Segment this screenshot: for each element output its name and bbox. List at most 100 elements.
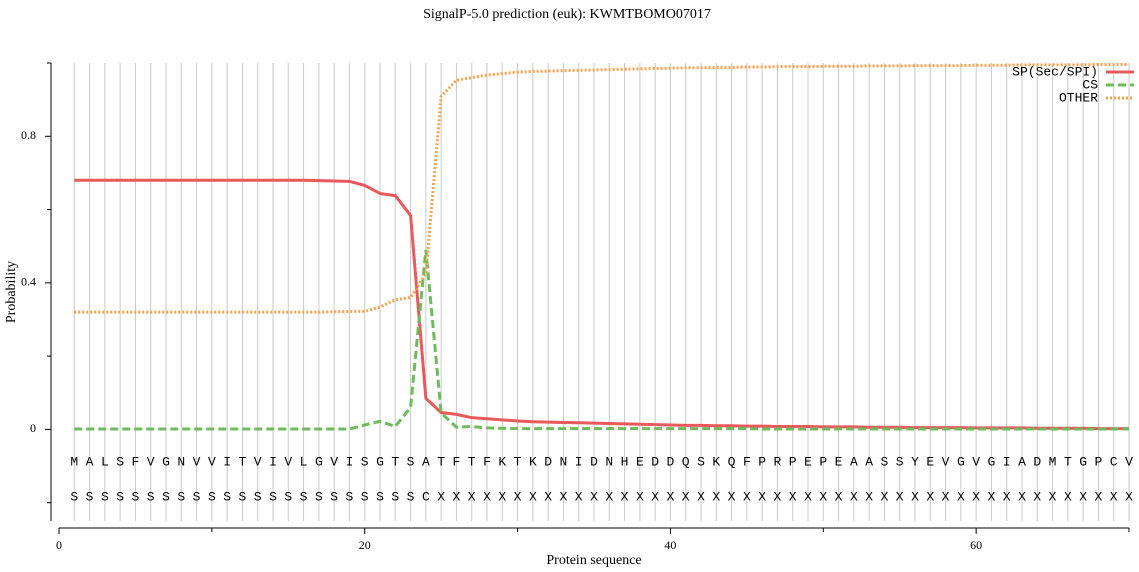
- residue-label: X: [514, 489, 522, 504]
- residue: T: [391, 454, 399, 469]
- residue-label: X: [911, 489, 919, 504]
- residue-label: S: [177, 489, 185, 504]
- residue: T: [437, 454, 445, 469]
- residue: N: [560, 454, 568, 469]
- residue-label: S: [330, 489, 338, 504]
- residue: V: [208, 454, 216, 469]
- residue-label: X: [682, 489, 690, 504]
- residue: E: [804, 454, 812, 469]
- residue-label: X: [743, 489, 751, 504]
- residue-label: X: [437, 489, 445, 504]
- residue-label: X: [896, 489, 904, 504]
- legend-label: OTHER: [1059, 90, 1098, 105]
- residue: F: [453, 454, 461, 469]
- residue: R: [774, 454, 782, 469]
- residue: V: [284, 454, 292, 469]
- residue: V: [1125, 454, 1133, 469]
- residue-label: X: [926, 489, 934, 504]
- residue-label: X: [667, 489, 675, 504]
- residue: V: [254, 454, 262, 469]
- residue-label: S: [70, 489, 78, 504]
- residue-label: X: [972, 489, 980, 504]
- legend-label: CS: [1082, 77, 1098, 92]
- residue-label: X: [1095, 489, 1103, 504]
- residue: H: [621, 454, 629, 469]
- residue-label: X: [988, 489, 996, 504]
- residue: K: [712, 454, 720, 469]
- chart-title: SignalP-5.0 prediction (euk): KWMTBOMO07…: [423, 7, 711, 22]
- residue: P: [819, 454, 827, 469]
- residue-label: X: [881, 489, 889, 504]
- residue: C: [1110, 454, 1118, 469]
- residue: G: [988, 454, 996, 469]
- residue: I: [223, 454, 231, 469]
- residue-label: X: [1064, 489, 1072, 504]
- y-tick-label: 0.8: [21, 128, 36, 142]
- residue: N: [177, 454, 185, 469]
- residue-label: X: [575, 489, 583, 504]
- residue: T: [1064, 454, 1072, 469]
- residue-label: C: [422, 489, 430, 504]
- x-tick-label: 20: [359, 538, 371, 552]
- residue-label: S: [223, 489, 231, 504]
- residue: N: [605, 454, 613, 469]
- residue: S: [361, 454, 369, 469]
- residue-label: X: [697, 489, 705, 504]
- x-tick-label: 40: [664, 538, 676, 552]
- residue: D: [544, 454, 552, 469]
- residue: A: [850, 454, 858, 469]
- residue-label: S: [346, 489, 354, 504]
- residue-label: S: [361, 489, 369, 504]
- residue-label: X: [819, 489, 827, 504]
- residue: I: [1003, 454, 1011, 469]
- residue: S: [116, 454, 124, 469]
- residue-label: X: [1003, 489, 1011, 504]
- residue: P: [1095, 454, 1103, 469]
- residue-label: X: [529, 489, 537, 504]
- residue-label: X: [498, 489, 506, 504]
- residue: S: [896, 454, 904, 469]
- residue-label: X: [1110, 489, 1118, 504]
- residue: V: [193, 454, 201, 469]
- residue-label: S: [132, 489, 140, 504]
- residue: F: [743, 454, 751, 469]
- residue-label: X: [728, 489, 736, 504]
- residue-label: S: [193, 489, 201, 504]
- residue: V: [942, 454, 950, 469]
- residue-label: S: [269, 489, 277, 504]
- residue: I: [269, 454, 277, 469]
- residue-label: X: [1125, 489, 1133, 504]
- residue-label: X: [560, 489, 568, 504]
- residue: T: [239, 454, 247, 469]
- residue-label: X: [590, 489, 598, 504]
- residue-label: S: [86, 489, 94, 504]
- residue: M: [1049, 454, 1057, 469]
- residue-label: S: [162, 489, 170, 504]
- residue-label: X: [758, 489, 766, 504]
- residue: V: [330, 454, 338, 469]
- residue: D: [1033, 454, 1041, 469]
- residue-label: X: [1049, 489, 1057, 504]
- residue: A: [865, 454, 873, 469]
- residue: Q: [682, 454, 690, 469]
- residue-label: S: [116, 489, 124, 504]
- residue-label: S: [208, 489, 216, 504]
- residue: A: [86, 454, 94, 469]
- residue: E: [636, 454, 644, 469]
- residue-label: X: [712, 489, 720, 504]
- residue-label: X: [483, 489, 491, 504]
- x-axis-label: Protein sequence: [546, 553, 641, 568]
- x-tick-label: 0: [56, 538, 62, 552]
- residue: D: [651, 454, 659, 469]
- residue: T: [514, 454, 522, 469]
- residue: I: [346, 454, 354, 469]
- residue: I: [575, 454, 583, 469]
- residue: S: [697, 454, 705, 469]
- residue: E: [835, 454, 843, 469]
- residue-label: X: [1079, 489, 1087, 504]
- residue: V: [147, 454, 155, 469]
- residue: L: [300, 454, 308, 469]
- residue-label: X: [850, 489, 858, 504]
- residue-label: S: [101, 489, 109, 504]
